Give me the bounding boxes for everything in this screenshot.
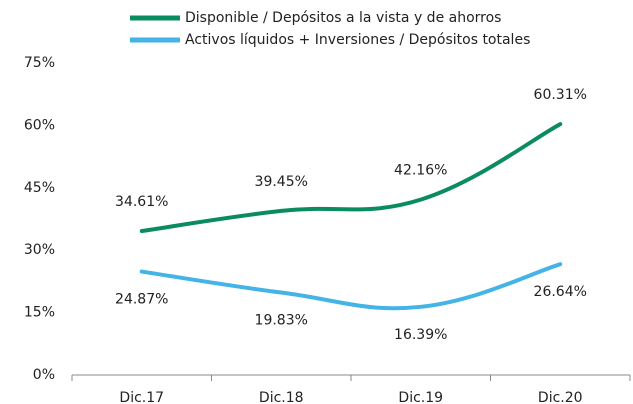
x-tick-label: Dic.19 [398, 390, 443, 404]
y-tick-label: 30% [24, 242, 55, 258]
y-tick-label: 60% [24, 117, 55, 133]
series-line [139, 122, 563, 234]
series-line [139, 262, 563, 311]
y-tick-label: 15% [24, 305, 55, 321]
data-label: 60.31% [534, 87, 587, 103]
data-label: 26.64% [534, 284, 587, 300]
data-label: 24.87% [115, 292, 168, 308]
y-tick-label: 75% [24, 55, 55, 71]
x-tick-label: Dic.17 [119, 390, 164, 404]
data-label: 34.61% [115, 194, 168, 210]
y-tick-label: 0% [33, 367, 55, 383]
legend-label: Activos líquidos + Inversiones / Depósit… [185, 32, 530, 48]
y-tick-label: 45% [24, 180, 55, 196]
x-tick-label: Dic.18 [259, 390, 304, 404]
data-label: 39.45% [255, 174, 308, 190]
data-label: 42.16% [394, 163, 447, 179]
data-label: 16.39% [394, 327, 447, 343]
data-label: 19.83% [255, 313, 308, 329]
x-tick-label: Dic.20 [538, 390, 583, 404]
legend-label: Disponible / Depósitos a la vista y de a… [185, 10, 501, 26]
